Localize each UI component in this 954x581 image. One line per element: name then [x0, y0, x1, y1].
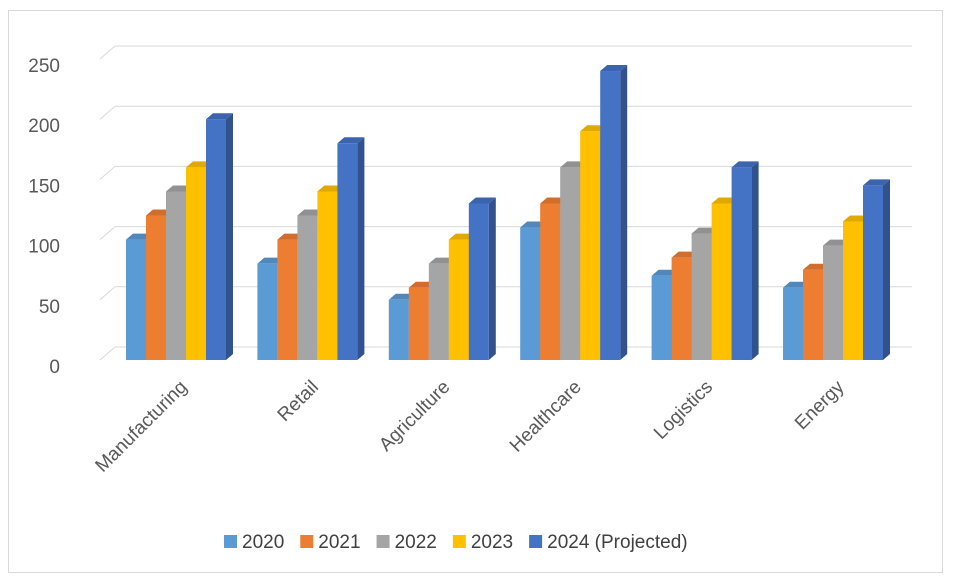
bar-side [357, 137, 365, 360]
bar-side [751, 161, 759, 360]
bar-side [883, 179, 890, 360]
bar-front [560, 167, 581, 360]
bar [468, 197, 496, 360]
bar-front [206, 119, 226, 360]
gridlines [99, 45, 912, 361]
legend-swatch [452, 535, 466, 548]
gridline-depth [99, 346, 116, 361]
bar-front [803, 269, 823, 360]
bar-side [620, 65, 628, 360]
y-tick-label: 150 [28, 176, 60, 197]
bar-front [600, 71, 621, 360]
bar [206, 113, 233, 360]
bar-front [257, 263, 278, 360]
legend-item: 2021 [300, 532, 361, 553]
legend-label: 2023 [471, 532, 513, 553]
bar-front [448, 239, 469, 360]
y-tick-label: 250 [28, 56, 60, 77]
x-axis-categories: Manufacturing Retail Agriculture Healthcare… [92, 376, 849, 476]
bar-top [863, 179, 890, 186]
x-category-label: Retail [274, 377, 323, 426]
bar-front [277, 239, 298, 360]
legend-swatch [300, 535, 314, 548]
x-category-label: Agriculture [375, 377, 454, 456]
bar-top [206, 113, 233, 120]
bar-front [731, 167, 752, 360]
bar-front [297, 215, 318, 360]
legend-item: 2023 [452, 532, 513, 553]
bar [337, 137, 365, 360]
legend: 2020 2021 2022 2023 2024 (Projected) [224, 532, 688, 553]
bar-front [823, 245, 843, 360]
bar-side [226, 113, 233, 360]
bar-side [488, 197, 496, 360]
bar [600, 65, 628, 360]
legend-item: 2022 [376, 532, 437, 553]
bar [731, 161, 759, 360]
bar-front [863, 185, 883, 360]
x-category-label: Energy [791, 376, 849, 434]
legend-label: 2022 [395, 532, 437, 553]
bar-front [388, 299, 409, 360]
bar-front [146, 215, 166, 360]
y-tick-label: 200 [28, 116, 60, 137]
legend-swatch [376, 535, 390, 548]
legend-swatch [529, 535, 543, 548]
x-category-label: Healthcare [506, 377, 586, 457]
gridline-depth [99, 45, 116, 60]
bar-front [520, 227, 541, 360]
bar-front [691, 233, 712, 360]
bar-front [540, 203, 561, 360]
legend-item: 2020 [224, 532, 284, 553]
y-axis-ticks: 0 50 100 150 200 250 [28, 56, 60, 378]
bar-front [651, 275, 672, 360]
legend-label: 2020 [242, 532, 284, 553]
bar-front [166, 191, 186, 360]
legend-label: 2021 [318, 532, 360, 553]
y-tick-label: 0 [49, 357, 60, 378]
y-tick-label: 100 [28, 237, 60, 258]
bar-top [731, 161, 759, 168]
bar-front [671, 257, 692, 360]
bar-front [711, 203, 732, 360]
bar [863, 179, 890, 360]
bar-top [600, 65, 628, 72]
bar-front [408, 287, 429, 360]
bar-front [843, 221, 863, 360]
legend-item: 2024 (Projected) [529, 532, 688, 553]
gridline-depth [99, 286, 116, 301]
bar-front [317, 191, 338, 360]
bar-front [783, 287, 803, 360]
bar-front [126, 239, 146, 360]
gridline-depth [99, 105, 116, 120]
bar-front [580, 131, 601, 360]
legend-label: 2024 (Projected) [547, 532, 687, 553]
legend-swatch [224, 535, 237, 548]
x-category-label: Manufacturing [92, 377, 192, 477]
gridline-depth [99, 166, 116, 180]
bar-front [337, 143, 358, 360]
y-tick-label: 50 [39, 297, 60, 318]
bar-top [468, 197, 496, 204]
bar-top [337, 137, 365, 144]
gridline-depth [99, 226, 116, 240]
bars [126, 65, 890, 361]
x-category-label: Logistics [650, 377, 717, 444]
bar-front [186, 167, 206, 360]
bar-front [468, 203, 489, 360]
bar-front [428, 263, 449, 360]
